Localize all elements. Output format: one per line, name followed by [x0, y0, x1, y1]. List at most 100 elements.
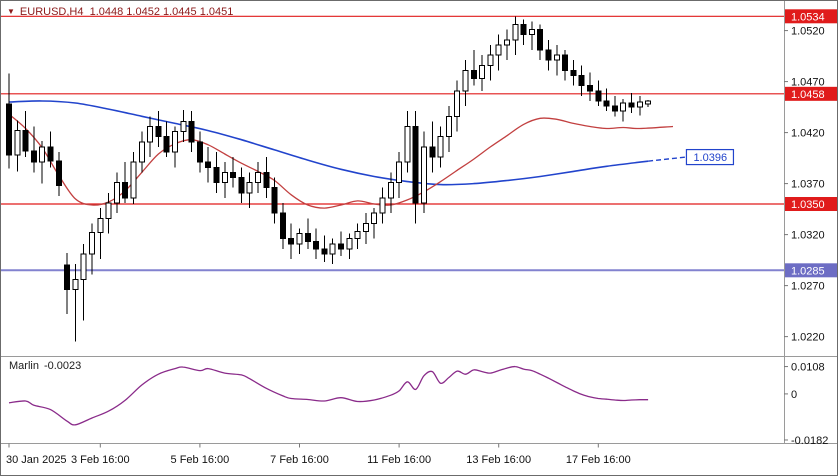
candle-body-bear [304, 233, 311, 243]
candle-body-bull [172, 131, 178, 153]
candle-body-bear [595, 90, 602, 102]
candle-body-bull [487, 54, 494, 66]
indicator-value: -0.0023 [43, 360, 82, 372]
candle-body-bear [230, 171, 237, 178]
candle-body-bear [279, 212, 286, 240]
candle-body-bull [371, 212, 378, 224]
candle-body-bear [238, 176, 245, 194]
candle-body-bull [72, 278, 79, 291]
price-badge-1.0458 [785, 86, 837, 101]
price-badge-label: 1.0350 [791, 199, 825, 211]
candle-body-bull [354, 231, 361, 240]
time-label: 11 Feb 16:00 [367, 454, 431, 466]
time-label: 30 Jan 2025 [6, 454, 67, 466]
indicator-tick-label: -0.0182 [791, 435, 828, 447]
candle-body-bear [263, 171, 270, 189]
candle-body-bull [553, 54, 560, 61]
indicator-tick-label: 0 [791, 389, 797, 401]
marlin-line [8, 365, 649, 426]
candle-body-bull [362, 222, 369, 233]
candle-body-bull [454, 90, 461, 117]
price-tick-label: 1.0520 [791, 26, 825, 38]
candle-body-bear [64, 264, 71, 291]
candle-body-bull [379, 197, 386, 214]
candle-body-bull [113, 182, 120, 204]
candle-body-bear [6, 103, 12, 156]
ma-blue-projection-dash [648, 156, 686, 162]
candle-body-bear [570, 69, 577, 76]
candle-body-bull [130, 161, 137, 199]
candle-body-bear [611, 105, 618, 112]
time-label: 3 Feb 16:00 [71, 454, 130, 466]
candle-body-bull [14, 130, 21, 156]
indicator-label: Marlin -0.0023 [9, 360, 81, 372]
ma-projection-badge[interactable] [685, 148, 735, 166]
candle-body-bear [545, 49, 552, 61]
price-tick-label: 1.0370 [791, 179, 825, 191]
candle-body-bull [528, 29, 535, 36]
price-badge-1.0350 [785, 197, 837, 212]
candle-body-bear [578, 74, 585, 87]
candle-body-bear [30, 150, 37, 163]
candle-body-bull [180, 120, 187, 133]
ma-projection-badge-label: 1.0396 [693, 152, 727, 164]
candle-body-bull [147, 125, 154, 143]
candle-body-bull [97, 217, 104, 234]
price-badge-label: 1.0534 [791, 11, 825, 23]
candle-body-bear [412, 125, 419, 204]
candle-body-bear [196, 141, 203, 163]
candle-body-bull [620, 102, 627, 112]
candle-body-bear [429, 146, 436, 158]
price-tick-label: 1.0420 [791, 128, 825, 140]
candle-body-bear [271, 187, 278, 214]
candle-body-bear [205, 161, 212, 168]
candle-body-bull [512, 23, 519, 41]
price-badge-label: 1.0285 [791, 265, 825, 277]
candle-body-bear [155, 125, 162, 138]
candle-body-bull [221, 171, 228, 184]
candle-body-bull [246, 182, 253, 194]
candle-body-bull [504, 39, 510, 46]
candle-body-bull [138, 141, 145, 163]
candle-body-bear [338, 243, 344, 250]
candle-body-bull [387, 182, 394, 199]
candle-body-bull [404, 125, 411, 163]
candle-body-bull [396, 161, 403, 184]
time-label: 7 Feb 16:00 [270, 454, 329, 466]
price-tick-label: 1.0470 [791, 77, 825, 89]
candle-body-bear [587, 85, 593, 92]
candle-body-bear [288, 238, 295, 245]
candle-body-bull [80, 253, 87, 280]
candle-body-bull [445, 115, 452, 138]
indicator-name: Marlin [9, 360, 39, 372]
candle-body-bear [537, 29, 544, 51]
symbol-info[interactable]: ▼ EURUSD,H4 1.0448 1.0452 1.0445 1.0451 [7, 6, 233, 18]
candle-body-bull [636, 101, 643, 108]
candle-body-bear [470, 69, 477, 80]
price-tick-label: 1.0270 [791, 281, 825, 293]
candle-body-bull [329, 243, 336, 255]
candle-body-bull [346, 238, 353, 250]
candle-body-bear [313, 241, 320, 250]
candle-body-bear [55, 160, 62, 187]
price-tick-label: 1.0220 [791, 332, 825, 344]
candle-body-bull [437, 136, 444, 158]
candle-body-bear [562, 54, 569, 71]
candle-body-bear [213, 166, 220, 184]
candle-body-bear [163, 136, 170, 153]
candle-body-bull [479, 64, 486, 80]
candle-body-bear [47, 146, 54, 162]
candle-body-bull [39, 146, 46, 163]
price-badge-1.0285 [785, 263, 837, 278]
price-tick-label: 1.0320 [791, 230, 825, 242]
candle-body-bear [188, 120, 195, 143]
ma-blue-line [8, 100, 649, 186]
price-badge-label: 1.0458 [791, 89, 825, 101]
symbol-ohlc-readout: EURUSD,H4 1.0448 1.0452 1.0445 1.0451 [19, 6, 234, 18]
candle-body-bear [122, 182, 129, 199]
symbol-dropdown-icon[interactable]: ▼ [7, 7, 15, 16]
candle-body-bear [22, 130, 29, 152]
candle-body-bull [421, 146, 427, 204]
